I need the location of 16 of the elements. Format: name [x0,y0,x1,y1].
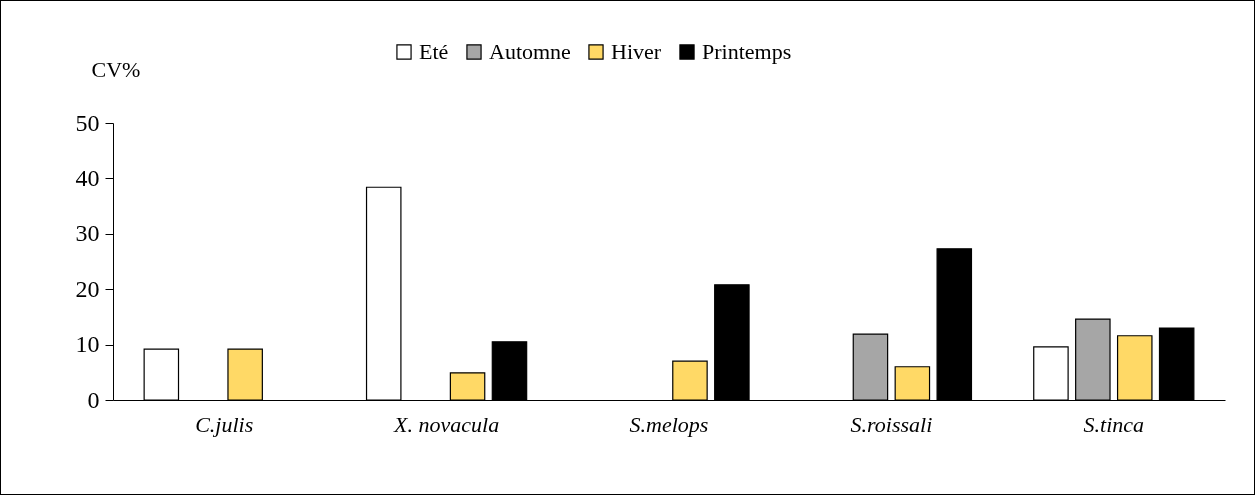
x-tick-label: S.tinca [1083,411,1145,437]
x-tick-label: S.melops [629,411,709,437]
y-tick-label: 0 [87,386,100,413]
x-tick-label: C.julis [195,411,254,437]
x-tick-label: X. novacula [393,411,500,437]
y-tick-label: 20 [75,275,100,302]
y-tick-label: 10 [75,331,100,358]
y-tick-label: 50 [75,109,100,136]
legend-label: Printemps [702,39,792,64]
y-axis-title: CV% [91,56,141,82]
legend-label: Hiver [611,39,662,64]
x-tick-label: S.roissali [850,411,933,437]
legend-label: Automne [489,39,571,64]
y-tick-label: 30 [75,220,100,247]
legend-label: Eté [419,39,449,64]
y-tick-label: 40 [75,164,100,191]
